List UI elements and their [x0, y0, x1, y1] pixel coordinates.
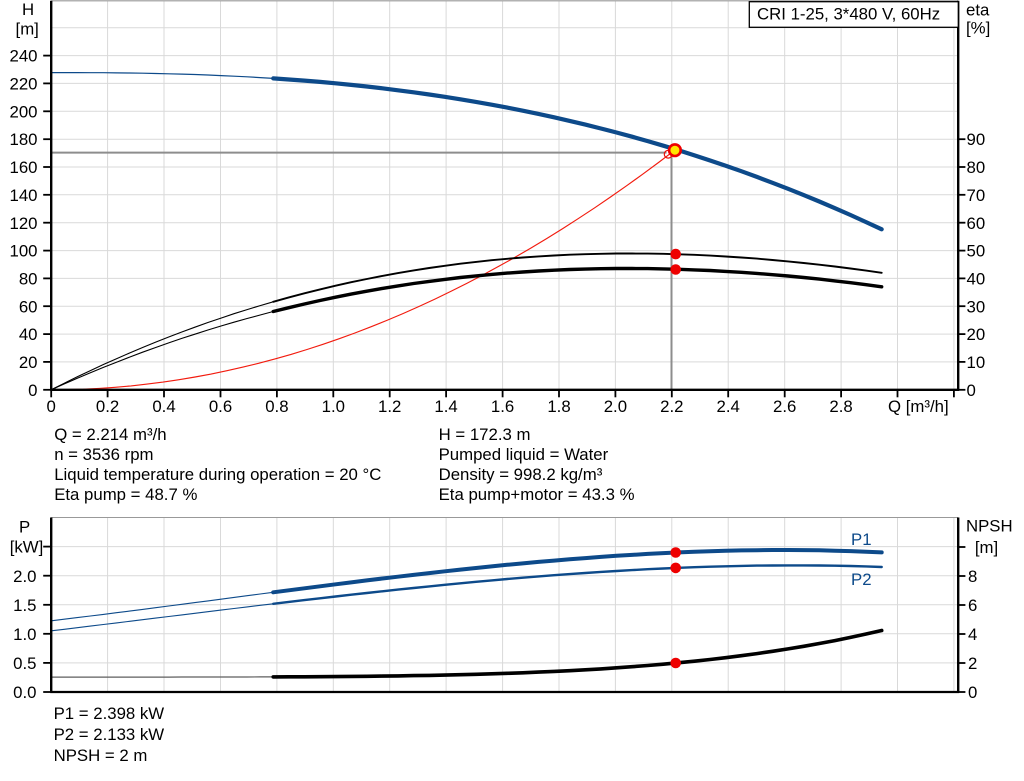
svg-text:180: 180	[10, 130, 38, 149]
svg-text:40: 40	[19, 325, 38, 344]
svg-text:[kW]: [kW]	[10, 538, 44, 557]
svg-text:P2: P2	[851, 570, 872, 589]
svg-text:[m]: [m]	[975, 538, 998, 557]
svg-text:2.6: 2.6	[773, 397, 796, 416]
svg-text:2: 2	[968, 654, 977, 673]
svg-text:240: 240	[10, 47, 38, 66]
svg-text:0.4: 0.4	[152, 397, 175, 416]
svg-text:160: 160	[10, 158, 38, 177]
svg-text:1.0: 1.0	[13, 625, 36, 644]
svg-text:NPSH: NPSH	[966, 517, 1013, 536]
svg-text:0.8: 0.8	[265, 397, 288, 416]
svg-text:2.0: 2.0	[13, 567, 36, 586]
svg-text:0.5: 0.5	[13, 654, 36, 673]
svg-text:140: 140	[10, 186, 38, 205]
svg-text:20: 20	[967, 325, 986, 344]
svg-text:P1: P1	[851, 530, 872, 549]
svg-text:0: 0	[47, 397, 56, 416]
svg-text:P: P	[19, 518, 30, 537]
svg-text:NPSH = 2 m: NPSH = 2 m	[54, 746, 148, 765]
svg-text:0.2: 0.2	[96, 397, 119, 416]
svg-text:P2 = 2.133 kW: P2 = 2.133 kW	[54, 725, 165, 744]
svg-text:70: 70	[967, 186, 986, 205]
svg-text:4: 4	[968, 625, 977, 644]
svg-text:1.4: 1.4	[434, 397, 457, 416]
svg-text:2.2: 2.2	[660, 397, 683, 416]
svg-text:H = 172.3 m: H = 172.3 m	[439, 425, 531, 444]
svg-text:10: 10	[967, 353, 986, 372]
svg-text:0: 0	[28, 381, 37, 400]
svg-text:30: 30	[967, 297, 986, 316]
svg-text:120: 120	[10, 214, 38, 233]
svg-text:0.6: 0.6	[209, 397, 232, 416]
svg-text:200: 200	[10, 102, 38, 121]
svg-text:90: 90	[967, 130, 986, 149]
svg-text:[m]: [m]	[16, 20, 39, 39]
svg-text:H: H	[22, 0, 34, 19]
svg-text:n = 3536 rpm: n = 3536 rpm	[54, 445, 153, 464]
svg-text:1.2: 1.2	[378, 397, 401, 416]
svg-text:1.5: 1.5	[13, 596, 36, 615]
svg-text:1.6: 1.6	[491, 397, 514, 416]
svg-text:Q = 2.214 m³/h: Q = 2.214 m³/h	[54, 425, 166, 444]
svg-text:Eta pump+motor = 43.3 %: Eta pump+motor = 43.3 %	[439, 485, 635, 504]
svg-text:2.0: 2.0	[604, 397, 627, 416]
svg-text:20: 20	[19, 353, 38, 372]
svg-text:Liquid temperature during oper: Liquid temperature during operation = 20…	[54, 465, 381, 484]
svg-text:8: 8	[968, 567, 977, 586]
svg-text:60: 60	[967, 214, 986, 233]
svg-text:220: 220	[10, 75, 38, 94]
svg-text:0.0: 0.0	[13, 683, 36, 702]
svg-text:0: 0	[968, 683, 977, 702]
svg-text:[%]: [%]	[966, 19, 990, 38]
svg-text:60: 60	[19, 297, 38, 316]
svg-text:CRI 1-25, 3*480 V, 60Hz: CRI 1-25, 3*480 V, 60Hz	[757, 5, 940, 24]
svg-text:1.8: 1.8	[547, 397, 570, 416]
svg-text:80: 80	[967, 158, 986, 177]
svg-text:eta: eta	[966, 0, 990, 19]
svg-text:2.4: 2.4	[717, 397, 740, 416]
svg-text:Q [m³/h]: Q [m³/h]	[888, 397, 949, 416]
svg-text:6: 6	[968, 596, 977, 615]
svg-text:Density = 998.2 kg/m³: Density = 998.2 kg/m³	[439, 465, 603, 484]
svg-text:P1 = 2.398 kW: P1 = 2.398 kW	[54, 704, 165, 723]
svg-text:1.0: 1.0	[322, 397, 345, 416]
svg-text:80: 80	[19, 270, 38, 289]
svg-text:50: 50	[967, 242, 986, 261]
svg-text:100: 100	[10, 242, 38, 261]
svg-text:2.8: 2.8	[829, 397, 852, 416]
svg-text:0: 0	[967, 381, 976, 400]
svg-text:Pumped liquid = Water: Pumped liquid = Water	[439, 445, 609, 464]
svg-text:Eta pump = 48.7 %: Eta pump = 48.7 %	[54, 485, 197, 504]
svg-text:40: 40	[967, 270, 986, 289]
